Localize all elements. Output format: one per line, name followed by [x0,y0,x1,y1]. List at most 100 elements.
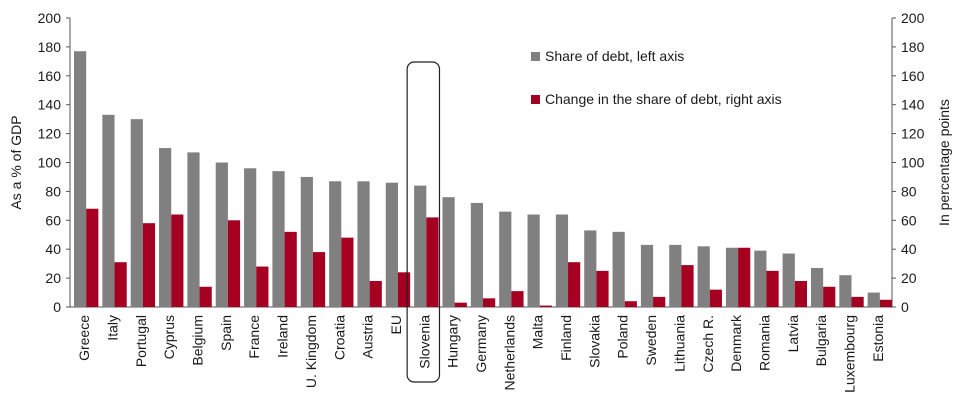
bar-change-in-share [171,214,184,307]
bar-share-of-debt [527,214,540,307]
left-tick-label: 140 [38,97,62,113]
bar-share-of-debt [385,182,398,307]
category-label: Czech R. [700,315,716,373]
bar-share-of-debt [584,230,597,307]
bar-change-in-share [681,265,694,307]
category-label: Lithuania [671,315,687,372]
bar-change-in-share [227,220,241,307]
legend: Share of debt, left axis Change in the sh… [531,48,782,107]
bar-change-in-share [312,252,326,307]
left-tick-label: 20 [45,270,61,286]
right-tick-label: 40 [901,241,917,257]
right-tick-label: 100 [901,155,925,171]
left-tick-label: 0 [53,299,61,315]
left-tick-label: 100 [38,155,62,171]
bar-change-in-share [114,262,127,307]
bar-change-in-share [794,280,807,307]
category-label: Hungary [445,315,461,368]
category-label: Ireland [275,315,291,358]
bar-change-in-share [568,262,581,307]
category-label: Finland [558,315,574,361]
bar-share-of-debt [215,162,228,307]
bar-share-of-debt [669,244,682,307]
axes-group: 0 0 20 20 40 40 60 60 80 80 100 100 120 120 140 140 160 1… [8,10,952,315]
bar-share-of-debt [867,292,880,307]
left-tick-label: 60 [45,212,61,228]
category-label: Austria [360,315,376,359]
category-label: France [246,315,262,359]
category-label: Romania [756,315,772,371]
bar-share-of-debt [272,171,285,307]
bar-share-of-debt [102,114,115,307]
right-tick-label: 140 [901,97,925,113]
left-tick-label: 160 [38,68,62,84]
bar-share-of-debt [159,148,172,307]
bar-change-in-share [766,270,779,307]
bar-share-of-debt [754,250,767,307]
right-tick-label: 20 [901,270,917,286]
category-label: Germany [473,315,489,373]
right-tick-label: 60 [901,212,917,228]
bar-change-in-share [483,298,496,307]
bar-share-of-debt [442,197,455,307]
legend-label: Change in the share of debt, right axis [545,91,782,107]
bars-group [74,51,893,308]
bar-change-in-share [284,231,297,307]
category-label: Netherlands [501,315,517,391]
category-label: Italy [105,315,121,341]
bar-share-of-debt [244,168,257,307]
legend-swatch [531,95,540,104]
bar-change-in-share [426,217,439,307]
bar-change-in-share [539,305,552,307]
category-label: Croatia [331,315,347,360]
right-tick-label: 200 [901,10,925,26]
category-label: Slovenia [416,315,432,369]
category-label: Malta [530,315,546,349]
bar-change-in-share [142,223,156,307]
bar-change-in-share [709,289,722,307]
bar-share-of-debt [130,119,143,308]
right-tick-label: 160 [901,68,925,84]
category-label: EU [388,315,404,334]
bar-share-of-debt [470,202,484,307]
category-label: Denmark [728,314,744,372]
legend-swatch [531,52,540,61]
bar-share-of-debt [810,267,824,307]
bar-change-in-share [86,208,99,307]
bar-change-in-share [256,266,269,307]
category-label: Poland [615,315,631,359]
bar-share-of-debt [725,247,739,307]
highlight-box-slovenia [406,61,441,383]
right-axis-title: In percentage points [936,99,952,226]
bar-change-in-share [454,302,467,307]
left-tick-label: 80 [45,183,61,199]
bar-change-in-share [738,247,751,307]
category-label: Luxembourg [841,315,857,393]
bar-share-of-debt [74,51,87,307]
bar-change-in-share [851,296,864,307]
category-label: Spain [218,315,234,351]
bar-change-in-share [341,237,354,307]
bar-share-of-debt [187,152,200,307]
category-label: Cyprus [161,315,177,359]
bar-change-in-share [511,291,524,307]
category-label: Estonia [870,315,886,362]
bar-share-of-debt [499,211,512,307]
bar-share-of-debt [782,253,795,307]
bar-share-of-debt [414,185,427,307]
bar-change-in-share [653,296,666,307]
left-tick-label: 120 [38,126,62,142]
left-tick-label: 40 [45,241,61,257]
bar-share-of-debt [357,181,370,307]
bar-share-of-debt [329,181,342,307]
right-tick-label: 80 [901,183,917,199]
legend-label: Share of debt, left axis [545,48,684,64]
bar-change-in-share [596,270,609,307]
bar-change-in-share [624,301,637,307]
category-label: Sweden [643,315,659,366]
right-tick-label: 0 [901,299,909,315]
left-axis-title: As a % of GDP [8,115,24,209]
labels-group: Greece Italy Portugal Cyprus Belgium Spain Fra… [76,61,886,393]
